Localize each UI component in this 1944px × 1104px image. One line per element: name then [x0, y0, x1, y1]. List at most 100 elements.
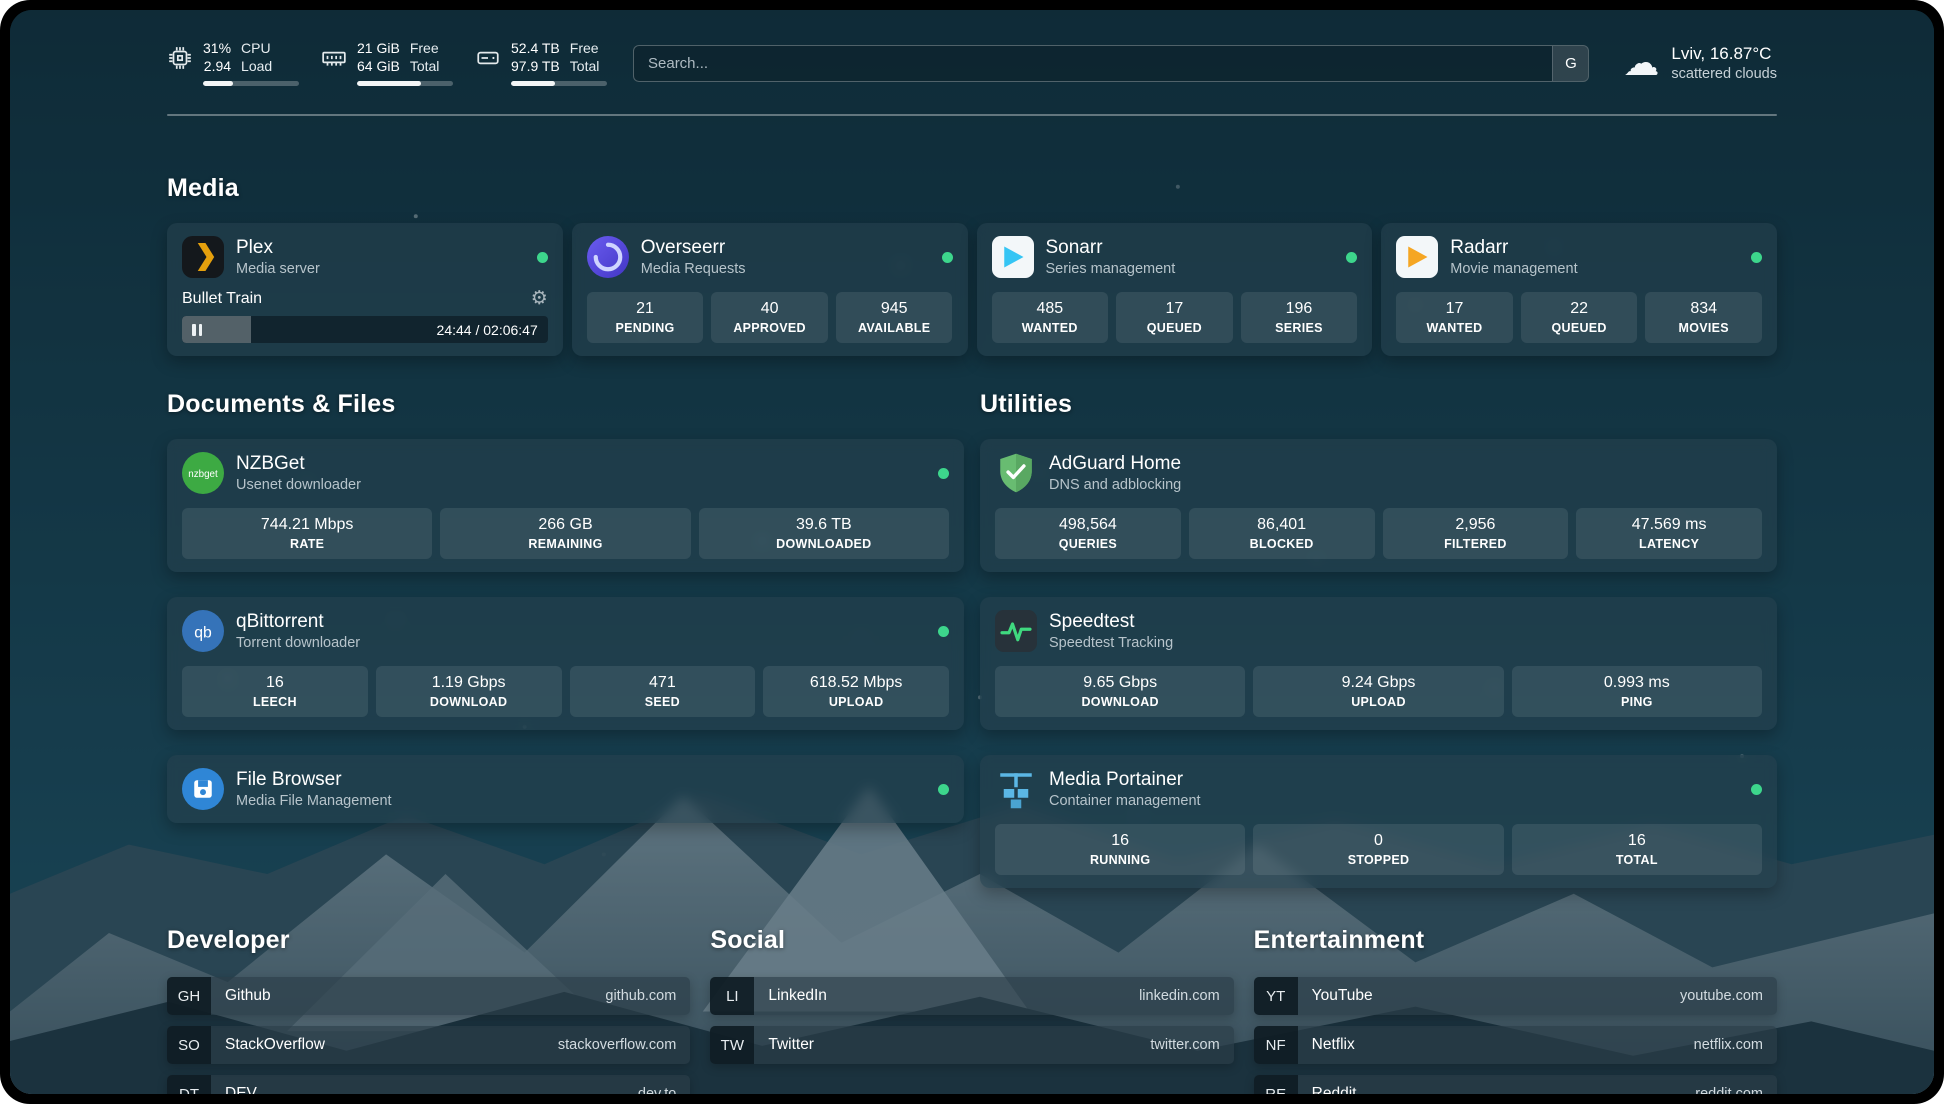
qbittorrent-card[interactable]: qb qBittorrent Torrent downloader	[167, 597, 964, 730]
bookmark-abbr: GH	[167, 977, 211, 1015]
section-title-media: Media	[167, 174, 239, 202]
disk-progress-bar	[511, 81, 607, 86]
disk-total-value: 97.9 TB	[511, 57, 560, 74]
bookmark-reddit[interactable]: RE Reddit reddit.com	[1253, 1075, 1777, 1094]
app-name: NZBGet	[236, 453, 305, 475]
stat-downloaded: 39.6 TB DOWNLOADED	[698, 508, 949, 559]
app-subtitle: Media server	[236, 260, 320, 277]
bookmark-stackoverflow[interactable]: SO StackOverflow stackoverflow.com	[167, 1026, 691, 1064]
cpu-load-value: 2.94	[203, 57, 232, 74]
stat-movies: 834 MOVIES	[1645, 292, 1762, 343]
ram-total-label: Total	[409, 57, 440, 74]
cpu-progress-fill	[203, 81, 233, 86]
ram-progress-fill	[357, 81, 422, 86]
ram-free-value: 21 GiB	[357, 40, 400, 56]
bookmark-abbr: NF	[1253, 1026, 1298, 1064]
stat-queued: 22 QUEUED	[1520, 292, 1638, 343]
bookmark-linkedin[interactable]: LI LinkedIn linkedin.com	[710, 977, 1234, 1015]
bookmark-abbr: RE	[1253, 1075, 1298, 1094]
disk-progress-fill	[511, 81, 556, 86]
bookmark-url: twitter.com	[1150, 1037, 1220, 1053]
search-engine-button[interactable]: G	[1552, 45, 1589, 81]
section-title-entertainment: Entertainment	[1253, 926, 1425, 954]
section-title-utilities: Utilities	[980, 390, 1073, 418]
cpu-metric: 31% 2.94 CPU Load	[167, 40, 299, 86]
bookmark-url: reddit.com	[1695, 1086, 1763, 1094]
bookmark-abbr: SO	[167, 1026, 211, 1064]
stat-stopped: 0 STOPPED	[1253, 824, 1504, 875]
bookmark-abbr: YT	[1253, 977, 1298, 1015]
bookmark-abbr: LI	[710, 977, 755, 1015]
status-dot	[536, 251, 548, 263]
playback-time: 24:44 / 02:06:47	[436, 321, 538, 338]
bookmark-youtube[interactable]: YT YouTube youtube.com	[1253, 977, 1777, 1015]
section-title-social: Social	[710, 926, 786, 954]
stat-queued: 17 QUEUED	[1116, 292, 1233, 343]
app-name: Speedtest	[1049, 611, 1135, 633]
memory-icon	[321, 45, 347, 71]
bookmark-name: Netflix	[1311, 1036, 1355, 1053]
status-dot	[938, 625, 949, 637]
app-name: Radarr	[1450, 237, 1509, 259]
portainer-card[interactable]: Media Portainer Container management 16 …	[980, 755, 1777, 888]
app-subtitle: Media File Management	[236, 792, 392, 809]
app-subtitle: DNS and adblocking	[1049, 476, 1182, 493]
bookmark-netflix[interactable]: NF Netflix netflix.com	[1253, 1026, 1777, 1064]
cpu-load-label: Load	[241, 57, 273, 74]
portainer-icon	[995, 768, 1037, 810]
app-subtitle: Torrent downloader	[236, 634, 361, 651]
bookmark-name: StackOverflow	[225, 1036, 325, 1053]
search-input[interactable]	[634, 54, 1553, 72]
stat-upload: 618.52 Mbps UPLOAD	[763, 666, 949, 717]
status-dot	[938, 467, 949, 479]
sonarr-card[interactable]: Sonarr Series management 485 WANTED 17 Q…	[976, 223, 1373, 356]
status-dot	[1751, 783, 1762, 795]
disk-total-label: Total	[569, 57, 600, 74]
adguard-card[interactable]: AdGuard Home DNS and adblocking 498,564 …	[980, 439, 1777, 572]
stat-pending: 21 PENDING	[586, 292, 704, 343]
bookmark-url: stackoverflow.com	[557, 1037, 677, 1053]
bookmark-columns: Developer GH Github github.com SO StackO…	[167, 888, 1777, 1094]
bookmark-url: dev.to	[637, 1086, 677, 1094]
bookmark-github[interactable]: GH Github github.com	[167, 977, 691, 1015]
stat-seed: 471 SEED	[569, 666, 756, 717]
nzbget-icon: nzbget	[182, 452, 224, 494]
bookmark-abbr: TW	[710, 1026, 755, 1064]
playback-progress-bar[interactable]: 24:44 / 02:06:47	[182, 316, 548, 343]
adguard-shield-icon	[995, 452, 1037, 494]
stat-approved: 40 APPROVED	[711, 292, 828, 343]
gear-icon[interactable]: ⚙	[530, 288, 548, 309]
radarr-card[interactable]: Radarr Movie management 17 WANTED 22 QUE…	[1381, 223, 1777, 356]
stat-download: 1.19 Gbps DOWNLOAD	[375, 666, 562, 717]
cpu-usage-value: 31%	[203, 40, 232, 56]
disk-free-label: Free	[569, 40, 599, 56]
bookmark-twitter[interactable]: TW Twitter twitter.com	[710, 1026, 1234, 1064]
stat-blocked: 86,401 BLOCKED	[1188, 508, 1375, 559]
section-title-developer: Developer	[167, 926, 290, 954]
bookmark-dev[interactable]: DT DEV dev.to	[167, 1075, 691, 1094]
nzbget-card[interactable]: nzbget NZBGet Usenet downloader	[167, 439, 964, 572]
cloud-icon: ☁	[1623, 42, 1660, 83]
pause-icon[interactable]	[192, 323, 202, 336]
cpu-label: CPU	[241, 40, 271, 56]
now-playing-title: Bullet Train	[182, 289, 263, 307]
ram-progress-bar	[357, 81, 453, 86]
cpu-progress-bar	[203, 81, 299, 86]
bookmark-name: Reddit	[1311, 1085, 1357, 1094]
overseerr-card[interactable]: Overseerr Media Requests 21 PENDING 40 A…	[571, 223, 968, 356]
disk-drive-icon	[475, 45, 501, 71]
plex-card[interactable]: Plex Media server Bullet Train ⚙ 24:44 /…	[167, 223, 563, 356]
documents-column: Documents & Files nzbget NZBGet Usenet d…	[167, 356, 964, 823]
stat-running: 16 RUNNING	[995, 824, 1246, 875]
filebrowser-card[interactable]: File Browser Media File Management	[167, 755, 964, 823]
app-name: qBittorrent	[236, 611, 324, 633]
status-dot	[1346, 251, 1358, 263]
stat-upload: 9.24 Gbps UPLOAD	[1253, 666, 1504, 717]
status-dot	[1751, 251, 1762, 263]
stat-remaining: 266 GB REMAINING	[440, 508, 691, 559]
app-subtitle: Usenet downloader	[236, 476, 361, 493]
speedtest-card[interactable]: Speedtest Speedtest Tracking 9.65 Gbps D…	[980, 597, 1777, 730]
app-subtitle: Media Requests	[640, 260, 746, 277]
bookmark-name: LinkedIn	[768, 987, 827, 1004]
stat-queries: 498,564 QUERIES	[995, 508, 1181, 559]
